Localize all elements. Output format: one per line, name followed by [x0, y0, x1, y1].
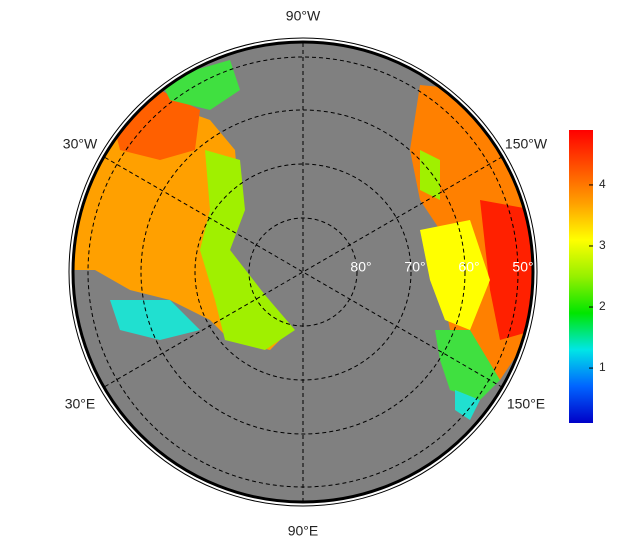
lon-label: 90°W: [286, 8, 321, 24]
lat-label: 80°: [350, 259, 371, 275]
lon-label: 30°W: [63, 136, 98, 152]
lat-label: 60°: [458, 259, 479, 275]
colorbar-tick-label: 4: [599, 177, 606, 191]
lat-label: 50°: [512, 259, 533, 275]
lat-label: 70°: [404, 259, 425, 275]
colorbar-tick-label: 1: [599, 360, 606, 374]
colorbar-tick-label: 2: [599, 299, 606, 313]
colorbar-tick-label: 3: [599, 238, 606, 252]
map-border: [71, 40, 535, 504]
colorbar: [569, 130, 593, 423]
lon-label: 30°E: [65, 396, 96, 412]
lon-label: 90°E: [288, 523, 319, 539]
lon-label: 150°W: [505, 136, 548, 152]
map-frame: [68, 37, 538, 507]
map-disk: [74, 43, 532, 501]
lon-label: 150°E: [507, 396, 545, 412]
